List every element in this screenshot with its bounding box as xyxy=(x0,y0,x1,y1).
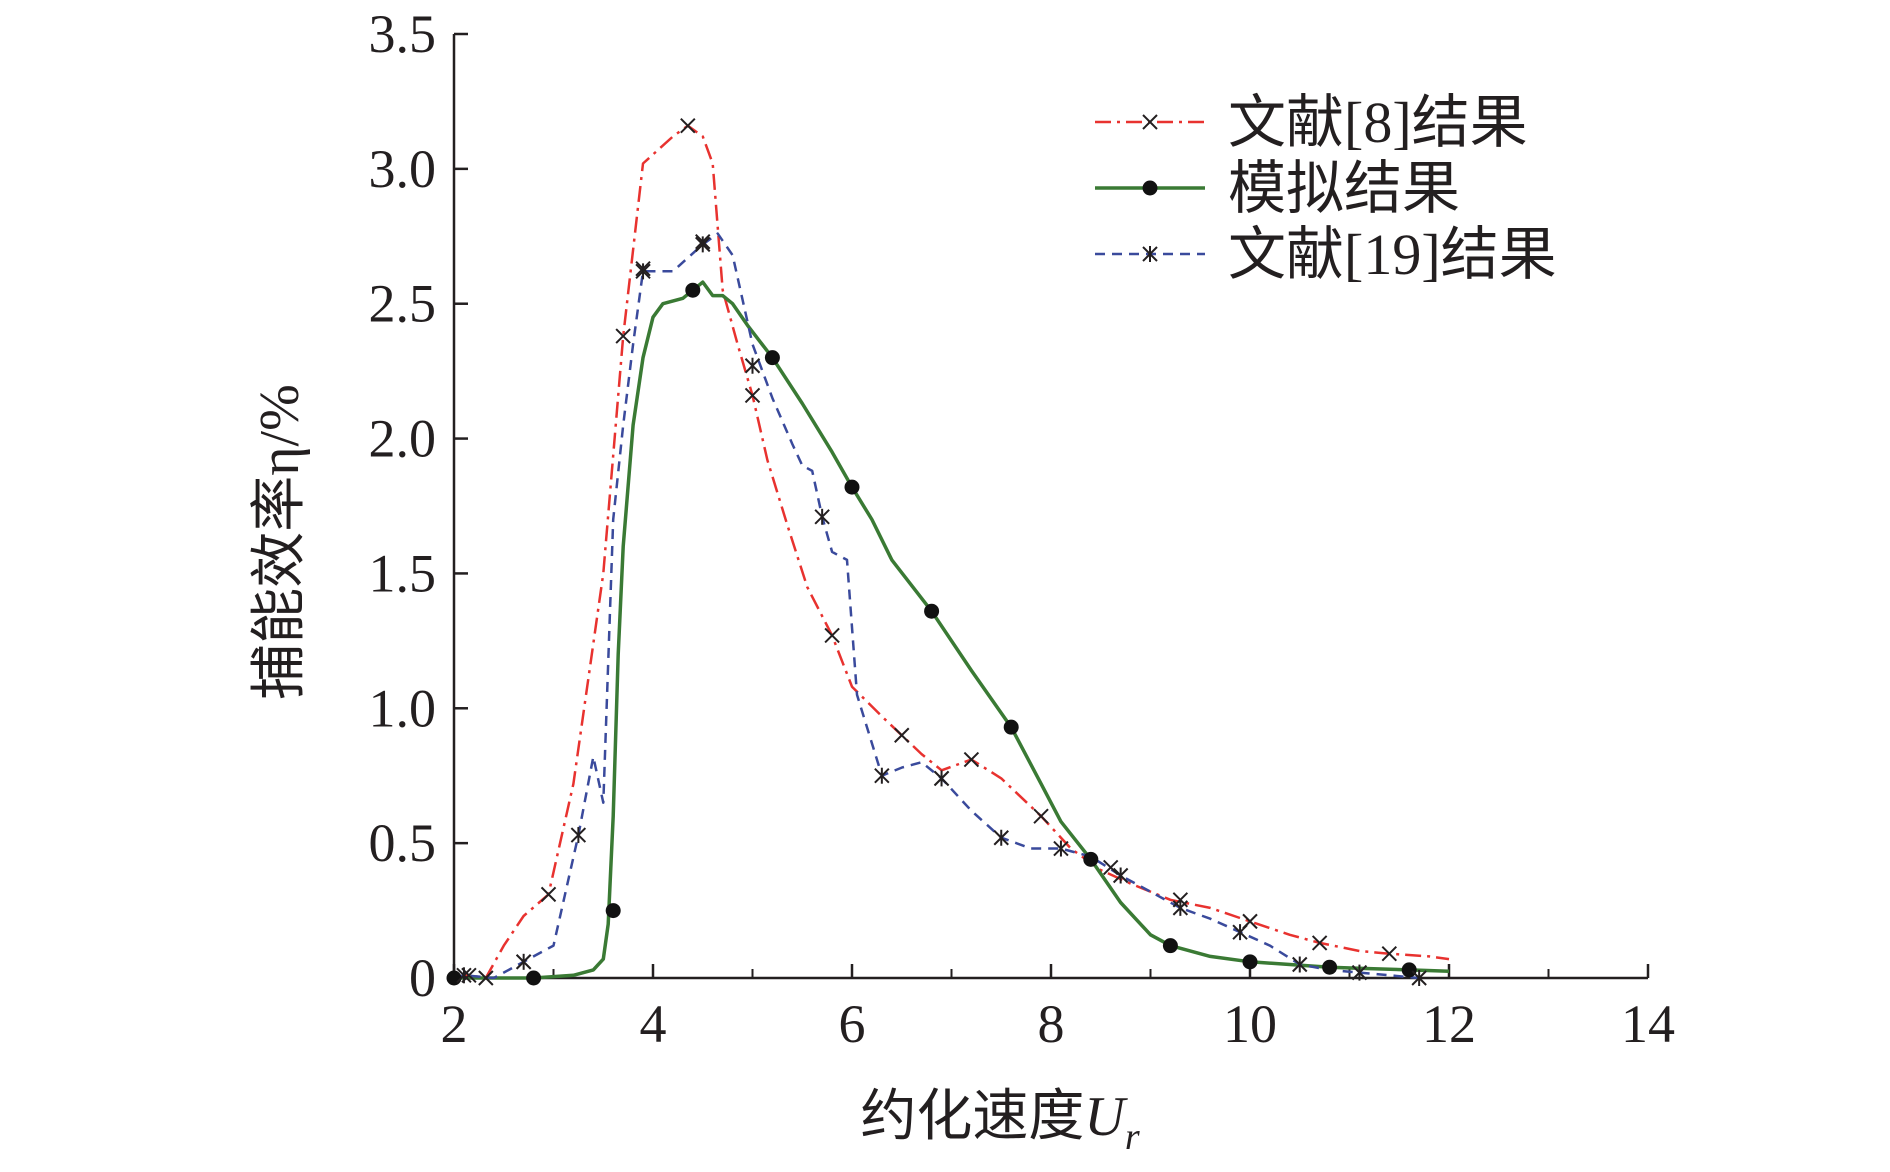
x-axis-title: 约化速度Ur xyxy=(860,1086,1139,1158)
series-simulation-marker xyxy=(1083,851,1099,867)
series-simulation-marker xyxy=(1322,959,1338,975)
legend-label: 文献[8]结果 xyxy=(1228,90,1528,155)
ticks: 2 4 6 8 10 12 14 0 0.5 1.0 1.5 2.0 2.5 3.0 3.5 xyxy=(369,4,1676,1054)
series-simulation-marker xyxy=(605,903,621,919)
y-tick-label: 1.0 xyxy=(369,678,437,738)
series-ref19-marker xyxy=(933,770,950,787)
series-ref19-marker xyxy=(456,967,472,984)
series-ref8-marker xyxy=(540,886,557,903)
series-simulation-marker xyxy=(526,970,542,986)
series-ref8-marker xyxy=(963,751,980,768)
y-axis-title: 捕能效率η/% xyxy=(249,384,311,700)
series-simulation-marker xyxy=(685,282,701,298)
series-ref8-marker xyxy=(1033,808,1049,824)
y-tick-label: 1.5 xyxy=(369,543,437,603)
series-simulation-marker xyxy=(924,603,940,619)
series-ref19-marker xyxy=(1172,899,1189,916)
x-tick-label: 10 xyxy=(1223,994,1277,1054)
series-ref19-line xyxy=(453,232,1420,980)
y-tick-label: 2.0 xyxy=(369,409,437,469)
series-simulation-marker xyxy=(1003,719,1019,735)
x-tick-label: 2 xyxy=(441,994,468,1054)
series-ref19-marker xyxy=(1411,970,1427,986)
series-ref19-marker xyxy=(814,508,830,525)
y-tick-label: 3.0 xyxy=(369,139,437,199)
legend-label: 文献[19]结果 xyxy=(1228,222,1557,287)
series-ref8-marker xyxy=(824,627,840,644)
legend-marker xyxy=(1142,246,1158,262)
series-simulation-marker xyxy=(1162,938,1178,954)
series-ref8-marker xyxy=(744,387,761,404)
legend-marker xyxy=(1142,114,1158,130)
x-tick-label: 8 xyxy=(1038,994,1065,1054)
series-ref8-marker xyxy=(1381,946,1398,962)
series-ref8-marker xyxy=(1102,859,1119,876)
series-ref8-marker xyxy=(1311,935,1328,951)
series-simulation-marker xyxy=(844,479,860,495)
x-tick-label: 6 xyxy=(839,994,866,1054)
y-tick-label: 0.5 xyxy=(369,813,437,873)
series-ref8-marker xyxy=(680,117,696,134)
series-ref19-marker xyxy=(695,236,711,253)
x-tick-label: 4 xyxy=(640,994,667,1054)
plot-markers xyxy=(446,117,1427,986)
x-tick-label: 12 xyxy=(1422,994,1476,1054)
series-ref8-marker xyxy=(615,328,631,344)
series-ref19-marker xyxy=(570,827,587,844)
series-ref19-marker xyxy=(1351,964,1368,981)
series-simulation-marker xyxy=(1401,962,1417,978)
series-ref8-marker xyxy=(478,970,494,986)
y-tick-label: 3.5 xyxy=(369,4,437,64)
series-simulation-line xyxy=(454,280,1450,980)
y-tick-label: 0 xyxy=(409,948,436,1008)
axes xyxy=(452,34,1648,980)
legend-label: 模拟结果 xyxy=(1228,156,1460,221)
series-ref19-marker xyxy=(515,953,532,970)
legend-marker xyxy=(1142,180,1158,196)
series-ref19-marker xyxy=(1112,867,1129,884)
series-ref19-marker xyxy=(1053,840,1069,857)
x-tick-label: 14 xyxy=(1621,994,1675,1054)
series-ref8-marker xyxy=(894,727,910,743)
series-simulation-marker xyxy=(446,970,462,986)
series-ref19-marker xyxy=(1232,924,1248,941)
series-simulation-marker xyxy=(1242,954,1258,970)
series-simulation-marker xyxy=(764,350,780,366)
series-ref19-marker xyxy=(1292,956,1308,973)
y-tick-label: 2.5 xyxy=(369,274,437,334)
series-ref19-marker xyxy=(993,829,1009,846)
series-ref19-marker xyxy=(744,357,761,374)
series-ref19-marker xyxy=(635,263,651,280)
series-ref19-marker xyxy=(874,767,890,784)
